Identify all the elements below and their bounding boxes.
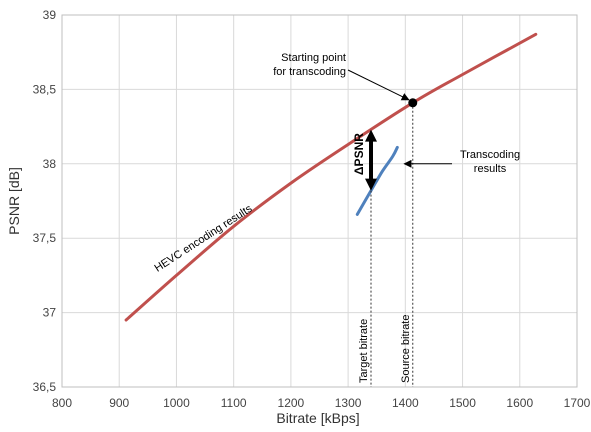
axes xyxy=(61,14,578,388)
starting-point-label-line: Starting point xyxy=(281,52,346,64)
source-bitrate-label: Source bitrate xyxy=(400,315,412,383)
x-tick-label: 1700 xyxy=(564,396,591,410)
starting-point-pointer xyxy=(347,69,410,101)
starting-point-marker xyxy=(408,98,418,108)
x-tick-label: 1500 xyxy=(449,396,476,410)
x-axis-label: Bitrate [kBps] xyxy=(276,410,359,426)
x-tick-label: 1100 xyxy=(221,396,247,410)
delta-psnr-arrowhead-up xyxy=(365,129,377,142)
delta-psnr-arrowhead-down xyxy=(365,178,377,191)
hevc-encoding-line xyxy=(124,32,538,322)
x-tick-label: 900 xyxy=(109,396,129,410)
delta-psnr-label: ΔPSNR xyxy=(352,133,366,175)
y-tick-label: 37,5 xyxy=(33,231,57,245)
starting-point-label-line: for transcoding xyxy=(273,66,346,78)
x-tick-label: 800 xyxy=(52,396,72,410)
transcoding-line xyxy=(355,145,399,216)
y-tick-label: 38 xyxy=(43,157,57,171)
y-tick-labels: 36,5 37 37,5 38 38,5 39 xyxy=(33,8,57,394)
plot-frame xyxy=(61,14,578,388)
series-layer xyxy=(124,32,538,322)
y-tick-label: 38,5 xyxy=(33,82,57,96)
x-tick-labels: 800 900 1000 1100 1200 1300 1400 1500 1600 1700 xyxy=(52,396,591,410)
y-tick-label: 37 xyxy=(43,306,57,320)
target-bitrate-label: Target bitrate xyxy=(358,319,370,383)
x-tick-label: 1200 xyxy=(278,396,305,410)
y-axis-label: PSNR [dB] xyxy=(6,167,22,235)
x-tick-label: 1600 xyxy=(506,396,533,410)
transcoding-label-line: Transcoding xyxy=(460,149,520,161)
y-tick-label: 39 xyxy=(43,8,57,22)
x-tick-label: 1000 xyxy=(163,396,190,410)
y-tick-label: 36,5 xyxy=(33,380,57,394)
x-tick-label: 1400 xyxy=(392,396,419,410)
x-tick-label: 1300 xyxy=(335,396,362,410)
transcoding-label-line: results xyxy=(474,163,507,175)
